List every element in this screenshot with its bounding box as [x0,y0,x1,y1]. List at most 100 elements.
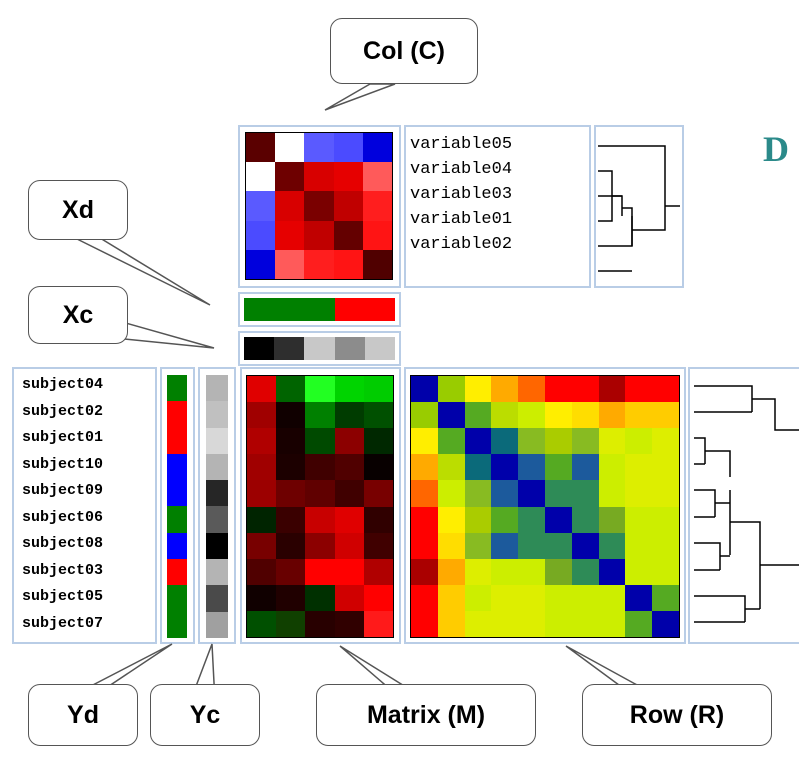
yd-bar-cell [167,506,187,533]
col-correlation-heatmap [245,132,393,280]
row-heatmap-cell [518,558,545,585]
variable-label: variable05 [410,135,513,154]
yc-bar-cell [206,611,228,638]
row-heatmap-cell [518,402,545,429]
row-heatmap-cell [411,480,438,507]
yd-bar-cell [167,375,187,402]
subject-label: subject10 [22,455,104,473]
yc-bar-cell [206,427,228,454]
col-heatmap-cell [333,133,363,163]
row-heatmap-cell [464,532,492,559]
row-heatmap-cell [652,402,679,429]
data-heatmap-cell [305,402,335,429]
row-heatmap-cell [544,584,572,611]
data-heatmap-cell [334,454,364,481]
data-heatmap-cell [305,376,335,403]
xc-bar-cell [334,337,365,360]
data-heatmap-cell [276,532,306,559]
data-heatmap-cell [247,480,277,507]
data-heatmap-cell [247,454,277,481]
subject-label: subject02 [22,402,104,420]
row-heatmap-cell [571,506,599,533]
data-heatmap-cell [247,610,277,637]
row-heatmap-cell [464,428,492,455]
variable-labels: variable05 variable04 variable03 variabl… [410,132,512,257]
yd-bar-cell [167,611,187,638]
col-heatmap-cell [275,220,305,250]
xc-color-bar [244,337,395,360]
row-heatmap-cell [464,480,492,507]
data-heatmap-cell [276,558,306,585]
xd-bar-cell [244,298,275,321]
row-heatmap-cell [652,584,679,611]
data-heatmap-cell [276,506,306,533]
yd-bar-cell [167,532,187,560]
xd-bar-cell [304,298,335,321]
yc-color-bar [206,375,228,638]
row-heatmap-cell [652,454,679,481]
subject-label: subject01 [22,429,104,446]
col-heatmap-cell [275,133,305,163]
yc-bar-cell [206,559,228,586]
row-heatmap-cell [491,480,519,507]
row-heatmap-cell [437,558,465,585]
col-heatmap-cell [333,220,363,250]
row-heatmap-cell [464,584,492,611]
data-heatmap-cell [363,532,393,559]
row-heatmap-cell [437,610,465,637]
row-heatmap-cell [464,454,492,481]
yd-bar-cell [167,480,187,507]
data-heatmap-cell [276,376,306,403]
data-heatmap-cell [247,558,277,585]
data-heatmap-cell [276,428,306,455]
subject-labels: subject04 subject02 subject01 subject10 … [22,372,103,637]
yc-callout: Yc [150,684,260,746]
data-heatmap-cell [334,480,364,507]
data-heatmap-cell [305,584,335,611]
row-heatmap-cell [571,480,599,507]
row-heatmap-cell [571,532,599,559]
subject-label: subject08 [22,535,104,552]
row-heatmap-cell [491,402,519,429]
data-heatmap-cell [247,428,277,455]
data-heatmap-cell [305,454,335,481]
partial-title: D [763,129,789,169]
row-heatmap-cell [491,532,519,559]
col-heatmap-cell [362,162,392,192]
yc-bar-cell [206,375,228,402]
row-heatmap-cell [625,532,653,559]
data-heatmap-cell [276,454,306,481]
row-heatmap-cell [652,506,679,533]
data-heatmap-cell [305,480,335,507]
row-heatmap-cell [518,454,545,481]
col-heatmap-cell [246,162,276,192]
row-heatmap-cell [598,480,626,507]
col-heatmap-cell [246,191,276,221]
col-heatmap-cell [362,249,392,279]
subject-label: subject06 [22,508,104,526]
row-heatmap-cell [571,376,599,403]
row-heatmap-cell [544,454,572,481]
data-heatmap-cell [305,610,335,637]
row-heatmap-cell [652,532,679,559]
row-heatmap-cell [464,376,492,403]
data-heatmap-cell [247,532,277,559]
xd-callout: Xd [28,180,128,240]
col-heatmap-cell [333,249,363,279]
variable-label: variable04 [410,160,513,179]
xc-bar-cell [274,337,305,360]
row-heatmap-cell [411,610,438,637]
subject-label: subject05 [22,588,104,605]
data-heatmap-cell [276,610,306,637]
row-heatmap-cell [411,402,438,429]
subject-label: subject07 [22,614,104,632]
row-heatmap-cell [544,610,572,637]
row-heatmap-cell [437,428,465,455]
variable-labels-panel [404,125,591,288]
xd-bar-cell [274,298,305,321]
col-heatmap-cell [304,191,334,221]
row-heatmap-cell [625,428,653,455]
row-heatmap-cell [437,454,465,481]
data-heatmap-cell [305,506,335,533]
col-dendrogram [598,145,680,272]
